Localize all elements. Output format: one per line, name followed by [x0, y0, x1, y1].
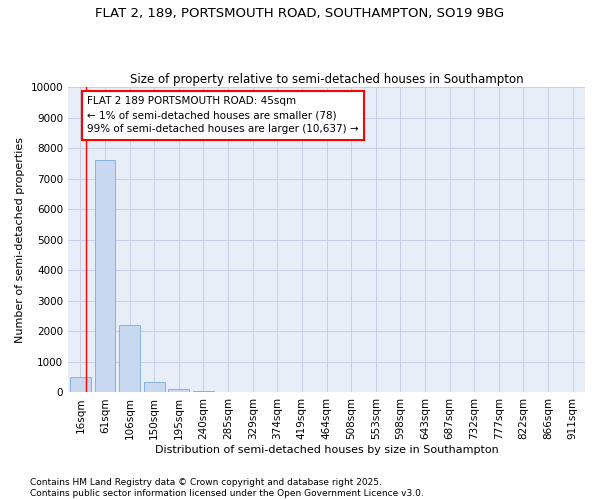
Bar [95, 160, 115, 392]
Bar [70, 377, 91, 392]
Bar [144, 382, 164, 392]
Y-axis label: Number of semi-detached properties: Number of semi-detached properties [15, 137, 25, 343]
X-axis label: Distribution of semi-detached houses by size in Southampton: Distribution of semi-detached houses by … [155, 445, 499, 455]
Bar [193, 391, 214, 392]
Bar [169, 390, 189, 392]
Bar [119, 326, 140, 392]
Title: Size of property relative to semi-detached houses in Southampton: Size of property relative to semi-detach… [130, 73, 523, 86]
Text: FLAT 2, 189, PORTSMOUTH ROAD, SOUTHAMPTON, SO19 9BG: FLAT 2, 189, PORTSMOUTH ROAD, SOUTHAMPTO… [95, 8, 505, 20]
Text: Contains HM Land Registry data © Crown copyright and database right 2025.
Contai: Contains HM Land Registry data © Crown c… [30, 478, 424, 498]
Text: FLAT 2 189 PORTSMOUTH ROAD: 45sqm
← 1% of semi-detached houses are smaller (78)
: FLAT 2 189 PORTSMOUTH ROAD: 45sqm ← 1% o… [87, 96, 359, 134]
